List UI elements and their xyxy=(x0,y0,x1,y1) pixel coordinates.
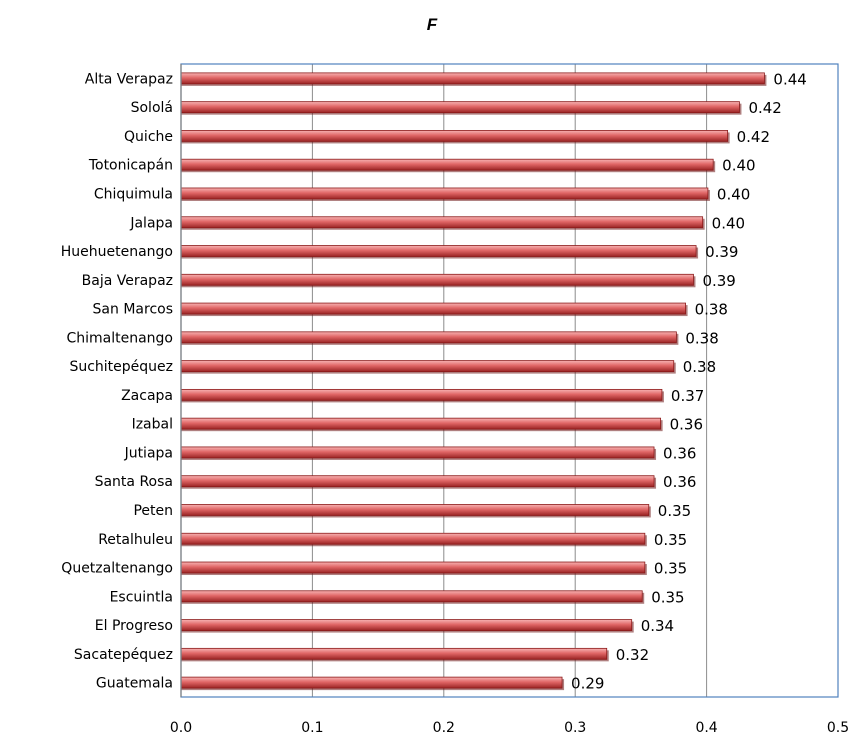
data-label: 0.44 xyxy=(773,70,806,88)
data-label: 0.40 xyxy=(717,185,750,203)
bar xyxy=(180,504,650,516)
data-label: 0.35 xyxy=(658,502,691,520)
bar xyxy=(180,360,675,373)
category-label: Retalhuleu xyxy=(98,532,173,548)
category-label: Santa Rosa xyxy=(95,474,173,490)
x-tick-label: 0.1 xyxy=(301,720,323,736)
bar xyxy=(180,532,646,545)
category-label: Zacapa xyxy=(121,388,173,404)
category-label: Guatemala xyxy=(96,676,173,692)
bar xyxy=(180,273,694,286)
bar xyxy=(180,158,714,171)
category-label: Huehuetenango xyxy=(61,244,173,260)
data-label: 0.40 xyxy=(722,157,755,175)
x-axis-ticks: 0.0 0.1 0.2 0.3 0.4 0.5 xyxy=(170,720,849,736)
bar xyxy=(180,561,646,574)
data-labels: 0.44 0.42 0.42 0.40 0.40 0.40 0.39 0.39 0.38 0.38… xyxy=(571,70,807,692)
category-label: Quiche xyxy=(124,129,173,145)
bar xyxy=(180,676,563,689)
bar xyxy=(180,475,655,488)
data-label: 0.36 xyxy=(663,444,696,462)
category-label: El Progreso xyxy=(95,618,173,634)
bar xyxy=(180,417,662,430)
category-label: Alta Verapaz xyxy=(85,71,173,87)
category-label: Sacatepéquez xyxy=(74,647,173,663)
category-label: Chimaltenango xyxy=(66,330,173,346)
chart-title: F xyxy=(427,15,438,34)
bar xyxy=(180,245,697,257)
bar xyxy=(180,619,633,631)
data-label: 0.29 xyxy=(571,675,604,693)
bar xyxy=(180,302,686,315)
data-label: 0.35 xyxy=(651,588,684,606)
bar xyxy=(180,647,608,660)
category-label: Baja Verapaz xyxy=(82,273,173,289)
data-label: 0.39 xyxy=(705,243,738,261)
bar xyxy=(180,130,729,142)
category-label: Suchitepéquez xyxy=(69,359,173,375)
plot-frame xyxy=(180,63,839,698)
bar xyxy=(180,388,663,401)
category-label: Quetzaltenango xyxy=(61,561,173,577)
category-label: Chiquimula xyxy=(94,186,173,202)
bar xyxy=(180,72,765,85)
category-label: Totonicapán xyxy=(88,158,173,174)
data-label: 0.40 xyxy=(712,214,745,232)
data-label: 0.42 xyxy=(748,99,781,117)
bar xyxy=(180,331,677,344)
data-label: 0.38 xyxy=(695,301,728,319)
data-label: 0.36 xyxy=(663,473,696,491)
category-label: Izabal xyxy=(132,417,173,433)
x-tick-label: 0.2 xyxy=(433,720,455,736)
bar xyxy=(180,216,704,229)
category-label: Jalapa xyxy=(129,215,173,231)
x-tick-label: 0.0 xyxy=(170,720,192,736)
bar xyxy=(180,590,643,603)
data-label: 0.36 xyxy=(670,416,703,434)
data-label: 0.38 xyxy=(683,358,716,376)
data-label: 0.42 xyxy=(737,128,770,146)
category-label: Peten xyxy=(133,503,173,519)
x-tick-label: 0.5 xyxy=(827,720,849,736)
category-label: San Marcos xyxy=(93,302,173,318)
category-labels: Alta Verapaz Sololá Quiche Totonicapán Chiqu… xyxy=(61,71,173,691)
data-label: 0.37 xyxy=(671,387,704,405)
bar xyxy=(180,101,740,114)
bar xyxy=(180,446,655,459)
x-tick-label: 0.4 xyxy=(695,720,717,736)
x-tick-label: 0.3 xyxy=(564,720,586,736)
category-label: Sololá xyxy=(131,100,173,116)
data-label: 0.35 xyxy=(654,531,687,549)
category-label: Jutiapa xyxy=(124,445,173,461)
data-label: 0.35 xyxy=(654,560,687,578)
data-label: 0.32 xyxy=(616,646,649,664)
data-label: 0.34 xyxy=(641,617,674,635)
bar xyxy=(180,187,709,200)
data-label: 0.38 xyxy=(685,329,718,347)
data-label: 0.39 xyxy=(702,272,735,290)
category-label: Escuintla xyxy=(110,589,173,605)
